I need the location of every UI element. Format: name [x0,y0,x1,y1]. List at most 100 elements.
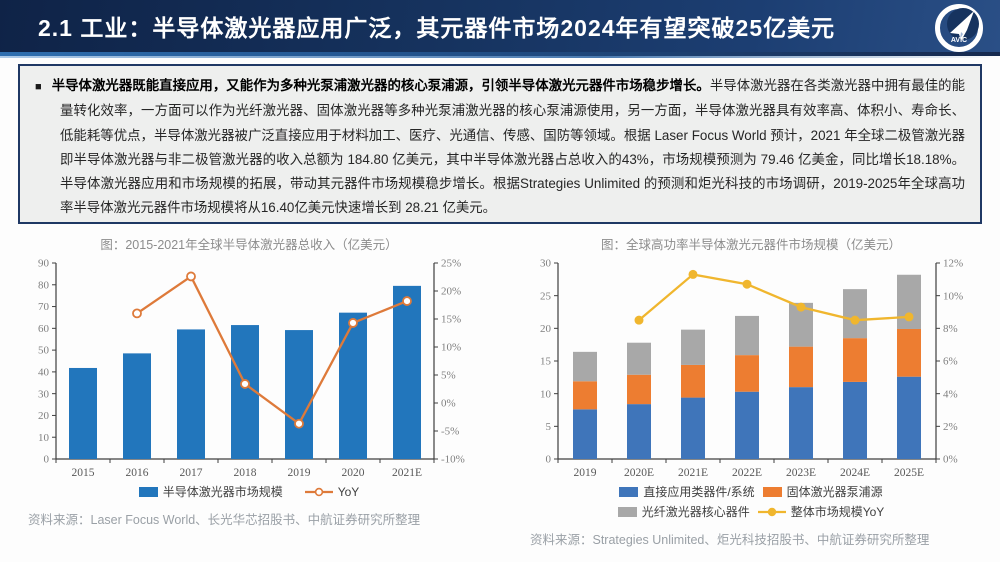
right-axis-tick-label: 20% [441,286,461,298]
left-axis-tick-label: 30 [540,258,552,270]
right-axis-tick-label: 4% [943,388,958,400]
left-axis-tick-label: 70 [38,301,50,313]
legend-item: 光纤激光器核心器件 [617,503,750,520]
legend-swatch-icon [762,486,782,497]
right-axis-tick-label: 2% [943,421,958,433]
left-chart-section: 图：2015-2021年全球半导体激光器总收入（亿美元） 0 10 20 30 40 50… [14,230,484,548]
left-axis-tick-label: 15 [540,356,552,368]
right-axis-tick-label: 10% [441,342,461,354]
legend-line-marker-icon [757,507,786,516]
left-axis-tick-label: 5 [546,421,552,433]
bar [177,329,205,459]
category-label: 2015 [72,467,95,479]
bar-segment [735,355,759,392]
left-chart-legend: 半导体激光器市场规模 YoY [14,483,484,500]
bar [123,353,151,459]
right-axis-tick-label: 0% [441,398,456,410]
right-axis-tick-label: 8% [943,323,958,335]
legend-swatch-icon [617,506,637,517]
left-axis-tick-label: 20 [540,323,552,335]
summary-body-text: 半导体激光器在各类激光器中拥有最佳的能量转化效率，一方面可以作为光纤激光器、固体… [60,78,966,216]
bar-segment [681,397,705,459]
bar-segment [627,342,651,375]
bar-segment [573,351,597,382]
page-title: 2.1 工业：半导体激光器应用广泛，其元器件市场2024年有望突破25亿美元 [38,15,836,41]
left-axis-tick-label: 0 [44,454,50,466]
bar-segment [735,315,759,356]
left-axis-tick-label: 90 [38,258,50,270]
bar-segment [573,381,597,410]
summary-paragraph: ■ 半导体激光器既能直接应用，又能作为多种光泵浦激光器的核心泵浦源，引领半导体激光… [35,74,965,221]
bar-segment [735,391,759,459]
right-chart-section: 图：全球高功率半导体激光元器件市场规模（亿美元） 0 5 10 15 20 25 30 0% 2… [516,230,986,548]
bar [285,330,313,459]
legend-label: 半导体激光器市场规模 [162,485,283,499]
legend-item: 直接应用类器件/系统 [619,483,755,500]
data-point-marker [688,269,698,279]
header-accent-line [0,56,1000,58]
legend-label: 光纤激光器核心器件 [641,505,750,519]
legend-line-marker-icon [304,487,333,496]
category-label: 2017 [180,467,203,479]
left-axis-tick-label: 20 [38,410,50,422]
right-axis-tick-label: 5% [441,370,456,382]
left-axis-tick-label: 30 [38,388,50,400]
legend-label: 直接应用类器件/系统 [643,485,755,499]
right-axis-tick-label: 0% [943,454,958,466]
charts-row: 图：2015-2021年全球半导体激光器总收入（亿美元） 0 10 20 30 40 50… [0,224,1000,548]
right-axis-tick-label: -5% [441,426,459,438]
category-label: 2023E [786,467,816,479]
category-label: 2020E [624,467,654,479]
bar-segment [843,289,867,339]
legend-item: 固体激光器泵浦源 [762,483,883,500]
category-label: 2019 [288,467,311,479]
left-chart-title: 图：2015-2021年全球半导体激光器总收入（亿美元） [100,238,398,252]
left-axis-tick-label: 10 [540,388,552,400]
legend-item: YoY [304,484,360,499]
category-label: 2016 [126,467,149,479]
legend-item: 整体市场规模YoY [757,503,885,520]
bar-segment [789,387,813,459]
legend-label: 固体激光器泵浦源 [786,485,883,499]
trend-line [638,273,910,322]
category-label: 2021E [678,467,708,479]
data-point-marker [796,302,806,312]
bullet-icon: ■ [35,81,42,93]
bar-segment [627,374,651,405]
title-bar: 2.1 工业：半导体激光器应用广泛，其元器件市场2024年有望突破25亿美元 A… [0,0,1000,52]
bar-segment [897,328,921,377]
right-axis-tick-label: -10% [441,454,465,466]
right-chart-title: 图：全球高功率半导体激光元器件市场规模（亿美元） [600,238,901,252]
category-label: 2022E [732,467,762,479]
header-accent-strip [0,52,1000,56]
summary-lead-text: 半导体激光器既能直接应用，又能作为多种光泵浦激光器的核心泵浦源，引领半导体激光元… [51,78,710,93]
data-point-marker [634,315,644,325]
legend-label: YoY [337,484,360,499]
data-point-marker [402,296,412,306]
left-axis-tick-label: 25 [540,290,552,302]
left-chart-canvas: 0 10 20 30 40 50 60 70 80 90 -10% -5% 0% 5% 10% 15% 20% 2… [38,258,465,479]
bar-segment [681,329,705,365]
data-point-marker [132,308,142,319]
legend-item: 半导体激光器市场规模 [138,483,283,500]
right-chart-legend: 直接应用类器件/系统 固体激光器泵浦源光纤激光器核心器件 整体市场规模YoY [575,483,927,520]
bar [393,285,421,459]
bar [69,367,97,459]
bar-segment [627,404,651,459]
category-label: 2018 [234,467,257,479]
category-label: 2020 [342,467,365,479]
bar-segment [843,381,867,459]
left-axis-tick-label: 0 [546,454,552,466]
category-label: 2024E [840,467,870,479]
category-label: 2021E [392,467,422,479]
category-label: 2019 [574,467,597,479]
bar [339,312,367,459]
data-point-marker [294,418,304,429]
bar-segment [681,364,705,398]
right-axis-tick-label: 25% [441,258,461,270]
left-axis-tick-label: 40 [38,366,50,378]
bar-segment [789,346,813,388]
left-axis-tick-label: 60 [38,323,50,335]
legend-label: 整体市场规模YoY [790,505,885,519]
right-axis-tick-label: 10% [943,290,963,302]
